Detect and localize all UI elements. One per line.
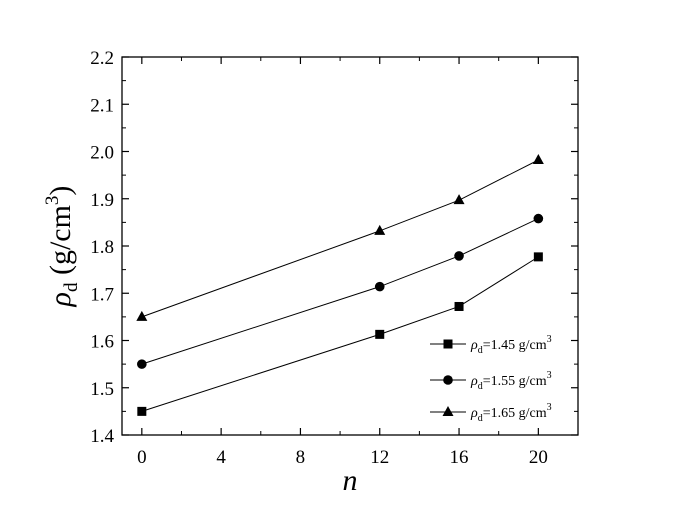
legend-label: ρd=1.45 g/cm3 xyxy=(470,334,552,356)
legend-marker xyxy=(443,339,453,349)
series-line xyxy=(141,218,539,365)
x-axis-title: n xyxy=(343,464,358,497)
y-axis-unit: (g/cm xyxy=(44,205,77,282)
y-tick-label: 1.5 xyxy=(90,379,114,400)
series-line xyxy=(141,159,539,318)
series-square xyxy=(137,252,543,416)
data-point xyxy=(532,154,544,165)
y-tick-label: 1.6 xyxy=(90,332,114,353)
legend-label: ρd=1.55 g/cm3 xyxy=(470,370,552,392)
y-tick-label: 1.9 xyxy=(90,190,114,211)
y-tick-label: 2.0 xyxy=(90,143,114,164)
y-axis-unit-superscript: 3 xyxy=(42,196,63,206)
data-point xyxy=(533,252,543,262)
x-tick-label: 8 xyxy=(296,447,306,468)
y-tick-label: 1.8 xyxy=(90,237,114,258)
data-point xyxy=(137,359,147,369)
series-layer xyxy=(136,154,544,416)
y-tick-label: 2.2 xyxy=(90,48,114,69)
x-tick-label: 16 xyxy=(450,447,469,468)
legend-marker xyxy=(442,406,454,416)
y-axis-ticks: 1.4 1.5 1.6 1.7 1.8 1.9 2.0 2.1 2.2 xyxy=(90,48,578,447)
legend-label: ρd=1.65 g/cm3 xyxy=(470,402,552,424)
legend: ρd=1.45 g/cm3 ρd=1.55 g/cm3 ρd=1.65 g/cm3 xyxy=(430,334,552,424)
x-tick-label: 0 xyxy=(137,447,147,468)
data-point xyxy=(375,329,385,339)
legend-item: ρd=1.45 g/cm3 xyxy=(430,334,552,356)
data-point xyxy=(454,301,464,311)
y-tick-label: 1.4 xyxy=(90,426,114,447)
data-point xyxy=(533,213,544,224)
y-axis-subscript: d xyxy=(61,282,82,292)
x-tick-label: 20 xyxy=(529,447,548,468)
data-point xyxy=(453,194,465,205)
data-point xyxy=(374,281,385,292)
series-line xyxy=(141,256,539,412)
legend-item: ρd=1.65 g/cm3 xyxy=(430,402,552,424)
data-point xyxy=(136,310,148,321)
data-point xyxy=(454,251,464,261)
x-axis-ticks: 0 4 8 12 16 20 xyxy=(137,57,548,468)
y-tick-label: 1.7 xyxy=(90,284,114,305)
legend-marker xyxy=(443,375,453,385)
y-tick-label: 2.1 xyxy=(90,95,114,116)
data-point xyxy=(374,224,386,235)
y-axis-unit-close: ) xyxy=(44,186,77,196)
series-triangle xyxy=(136,154,544,321)
x-tick-label: 4 xyxy=(216,447,226,468)
series-circle xyxy=(137,213,544,369)
y-axis-title: ρd (g/cm3) xyxy=(42,186,82,308)
x-tick-label: 12 xyxy=(370,447,389,468)
legend-item: ρd=1.55 g/cm3 xyxy=(430,370,552,392)
y-axis-symbol: ρ xyxy=(44,292,77,307)
data-point xyxy=(137,406,147,416)
